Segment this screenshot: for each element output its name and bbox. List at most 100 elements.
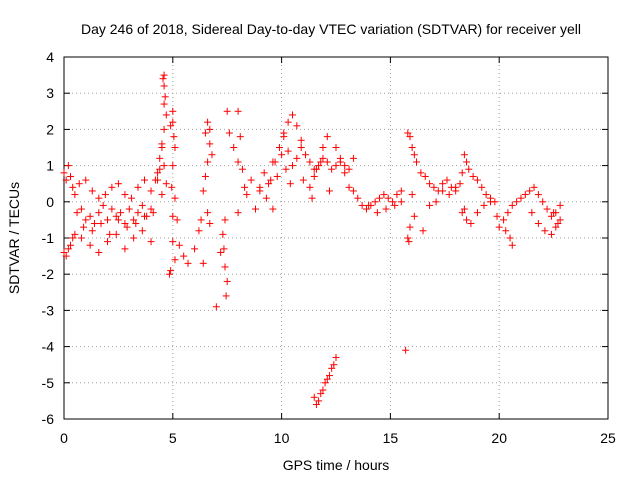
data-point bbox=[154, 169, 162, 177]
y-tick-label: 4 bbox=[46, 49, 54, 65]
data-points bbox=[60, 71, 564, 409]
data-point bbox=[526, 187, 534, 195]
data-point bbox=[95, 194, 103, 202]
data-point bbox=[460, 151, 468, 159]
data-point bbox=[101, 191, 109, 199]
data-point bbox=[88, 187, 96, 195]
data-point bbox=[238, 165, 246, 173]
data-point bbox=[280, 133, 288, 141]
data-point bbox=[260, 169, 268, 177]
data-point bbox=[460, 205, 468, 213]
data-point bbox=[293, 154, 301, 162]
data-point bbox=[506, 234, 514, 242]
data-point bbox=[410, 212, 418, 220]
data-point bbox=[121, 245, 129, 253]
data-point bbox=[365, 201, 373, 209]
data-point bbox=[328, 364, 336, 372]
data-point bbox=[169, 162, 177, 170]
data-point bbox=[341, 162, 349, 170]
data-point bbox=[534, 191, 542, 199]
data-point bbox=[547, 230, 555, 238]
data-point bbox=[443, 176, 451, 184]
data-point bbox=[406, 133, 414, 141]
data-point bbox=[77, 205, 85, 213]
data-point bbox=[432, 198, 440, 206]
data-point bbox=[332, 144, 340, 151]
y-axis-label: SDTVAR / TECUs bbox=[6, 182, 22, 294]
x-tick-labels: 0 5 10 15 20 25 bbox=[60, 430, 616, 446]
data-point bbox=[332, 353, 340, 361]
data-point bbox=[160, 162, 168, 170]
data-point bbox=[247, 176, 255, 184]
data-point bbox=[223, 107, 231, 115]
data-point bbox=[336, 154, 344, 162]
data-point bbox=[271, 158, 279, 166]
data-point bbox=[473, 209, 481, 217]
data-point bbox=[349, 154, 357, 162]
data-point bbox=[302, 151, 310, 159]
data-point bbox=[317, 390, 325, 398]
data-point bbox=[67, 241, 75, 249]
y-tick-label: -4 bbox=[42, 339, 55, 355]
y-tick-label: 0 bbox=[46, 194, 54, 210]
data-point bbox=[426, 180, 434, 188]
data-point bbox=[241, 183, 249, 191]
data-point bbox=[158, 144, 166, 151]
data-point bbox=[69, 183, 77, 191]
data-point bbox=[112, 212, 120, 220]
data-point bbox=[67, 172, 75, 180]
data-point bbox=[162, 180, 170, 188]
data-point bbox=[141, 176, 149, 184]
data-point bbox=[406, 223, 414, 231]
data-point bbox=[169, 107, 177, 115]
data-point bbox=[208, 151, 216, 159]
data-point bbox=[486, 198, 494, 206]
data-point bbox=[265, 180, 273, 188]
data-point bbox=[312, 165, 320, 173]
y-tick-labels: -6 -5 -4 -3 -2 -1 0 1 2 3 4 bbox=[42, 49, 55, 427]
data-point bbox=[130, 234, 138, 242]
data-point bbox=[284, 118, 292, 126]
x-tick-label: 20 bbox=[491, 430, 507, 446]
data-point bbox=[315, 162, 323, 170]
data-point bbox=[75, 180, 83, 188]
data-point bbox=[171, 256, 179, 264]
data-point bbox=[493, 212, 501, 220]
data-point bbox=[465, 165, 473, 173]
data-point bbox=[332, 162, 340, 170]
data-point bbox=[306, 183, 314, 191]
data-point bbox=[221, 263, 229, 271]
data-point bbox=[413, 158, 421, 166]
x-tick-label: 0 bbox=[60, 430, 68, 446]
data-point bbox=[114, 216, 122, 224]
data-point bbox=[315, 397, 323, 405]
data-point bbox=[114, 180, 122, 188]
data-point bbox=[408, 144, 416, 151]
data-point bbox=[371, 198, 379, 206]
data-point bbox=[402, 346, 410, 354]
data-point bbox=[234, 209, 242, 217]
data-point bbox=[206, 220, 214, 228]
data-point bbox=[243, 191, 251, 199]
data-point bbox=[373, 209, 381, 217]
data-point bbox=[405, 238, 413, 246]
data-point bbox=[206, 125, 214, 133]
data-point bbox=[325, 372, 333, 380]
data-point bbox=[99, 201, 107, 209]
data-point bbox=[180, 252, 188, 260]
data-point bbox=[161, 93, 169, 101]
data-point bbox=[69, 234, 77, 242]
data-point bbox=[127, 194, 135, 202]
data-point bbox=[234, 107, 242, 115]
data-point bbox=[317, 158, 325, 166]
data-point bbox=[312, 401, 320, 409]
x-axis-label: GPS time / hours bbox=[283, 457, 390, 473]
data-point bbox=[323, 375, 331, 383]
data-point bbox=[117, 209, 125, 217]
data-point bbox=[225, 129, 233, 137]
data-point bbox=[458, 169, 466, 177]
data-point bbox=[308, 194, 316, 202]
data-point bbox=[452, 183, 460, 191]
data-point bbox=[125, 205, 133, 213]
data-point bbox=[219, 230, 227, 238]
